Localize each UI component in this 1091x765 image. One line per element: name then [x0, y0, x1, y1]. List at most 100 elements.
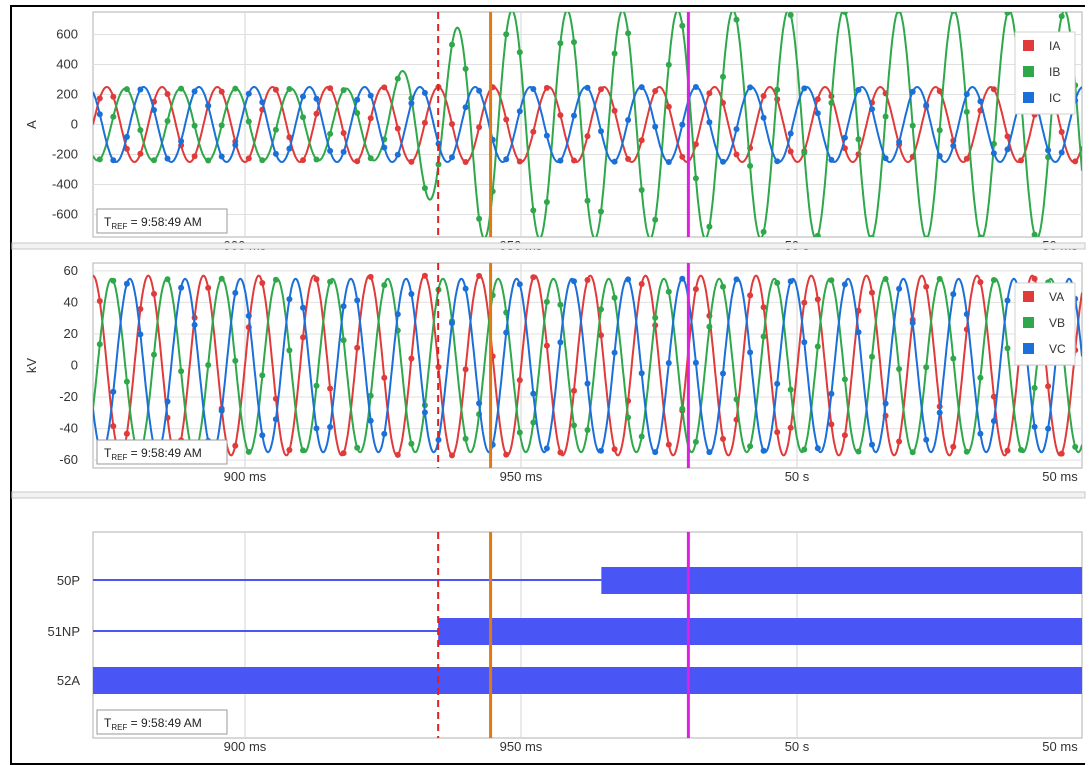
data-point-IB [205, 157, 212, 164]
data-point-IC [909, 88, 916, 95]
data-point-VC [977, 430, 984, 437]
data-point-VA [747, 292, 754, 299]
panel-splitter[interactable] [11, 491, 1086, 499]
data-point-IB [1031, 231, 1038, 237]
data-point-VA [367, 273, 374, 280]
data-point-VC [923, 436, 930, 443]
x-tick-label: 950 ms [500, 739, 543, 754]
data-point-VC [313, 425, 320, 432]
data-point-VB [760, 333, 767, 340]
data-point-VC [990, 418, 997, 424]
data-point-VB [977, 374, 984, 381]
data-point-VB [936, 275, 943, 282]
data-point-VA [990, 393, 997, 400]
x-tick-label: 950 ms [500, 469, 543, 484]
data-point-IA [327, 85, 334, 92]
data-point-VC [625, 276, 632, 283]
data-point-VA [557, 449, 564, 456]
data-point-IB [679, 22, 686, 29]
data-point-IC [855, 86, 862, 93]
data-point-VA [300, 334, 306, 341]
data-point-IA [1018, 157, 1024, 164]
data-point-IC [828, 156, 835, 163]
data-point-IC [381, 144, 388, 151]
data-point-IC [950, 142, 957, 149]
data-point-IC [652, 123, 659, 130]
data-point-IC [435, 140, 442, 147]
data-point-VB [110, 277, 117, 284]
data-point-VC [1004, 297, 1011, 304]
data-point-VC [896, 285, 903, 292]
channel-high-51NP [438, 618, 1082, 645]
data-point-IB [1058, 13, 1065, 20]
data-point-VC [272, 416, 279, 423]
data-point-IA [408, 158, 415, 165]
data-point-VB [814, 343, 821, 350]
data-point-IA [1072, 158, 1079, 165]
data-point-IC [232, 142, 239, 148]
data-point-VB [313, 382, 320, 389]
legend-swatch-VC [1023, 343, 1034, 354]
legend-label-IC: IC [1049, 91, 1061, 105]
data-point-VA [1045, 383, 1052, 390]
data-point-IA [625, 156, 632, 162]
data-point-IC [787, 130, 794, 137]
y-tick-label: 400 [56, 57, 78, 72]
data-point-VA [923, 283, 930, 290]
data-point-IA [787, 148, 794, 155]
legend-label-VA: VA [1049, 290, 1064, 304]
data-point-VB [855, 448, 862, 455]
data-point-IB [218, 122, 225, 129]
legend-label-IA: IA [1049, 39, 1060, 53]
data-point-IA [665, 103, 672, 110]
data-point-IA [733, 151, 740, 158]
data-point-VC [760, 447, 767, 454]
data-point-VA [896, 438, 903, 445]
data-point-IC [557, 157, 564, 164]
data-point-VB [1072, 443, 1079, 450]
data-point-IC [151, 107, 157, 113]
data-point-VA [977, 279, 984, 286]
data-point-VA [408, 355, 415, 362]
data-point-IB [869, 234, 875, 237]
legend-swatch-VA [1023, 291, 1034, 302]
legend-label-VC: VC [1049, 342, 1066, 356]
data-point-IB [706, 223, 713, 230]
data-point-VC [462, 285, 469, 292]
data-point-IC [1004, 146, 1011, 153]
data-point-IA [679, 153, 686, 160]
data-point-IA [340, 130, 347, 136]
data-point-IC [625, 117, 632, 123]
data-point-VC [449, 320, 455, 327]
data-point-VC [679, 275, 686, 282]
panel-splitter[interactable] [11, 242, 1086, 250]
data-point-VC [950, 291, 957, 298]
data-point-IC [96, 111, 103, 118]
data-point-VB [557, 301, 564, 308]
data-point-VB [530, 419, 537, 426]
data-point-VC [963, 311, 970, 318]
data-point-VB [787, 386, 794, 393]
data-point-IB [896, 12, 902, 14]
data-point-IB [665, 61, 672, 68]
data-point-VC [516, 281, 523, 288]
data-point-IA [598, 86, 604, 93]
data-point-IA [611, 107, 618, 114]
data-point-VA [869, 289, 875, 296]
tref-box [96, 208, 228, 234]
data-point-VC [367, 417, 374, 424]
tref-label: TREF = 9:58:49 AM [104, 446, 202, 462]
data-point-IC [584, 84, 591, 91]
data-point-IA [1058, 129, 1065, 135]
data-point-IA [692, 141, 699, 148]
data-point-IA [164, 91, 171, 97]
data-point-VB [923, 364, 930, 371]
data-point-IC [706, 119, 713, 126]
data-point-VB [1004, 345, 1011, 352]
y-tick-label: 20 [64, 326, 78, 341]
data-point-VB [774, 279, 781, 286]
data-point-VA [435, 364, 442, 370]
data-point-VC [665, 360, 672, 366]
data-point-IC [408, 100, 415, 107]
